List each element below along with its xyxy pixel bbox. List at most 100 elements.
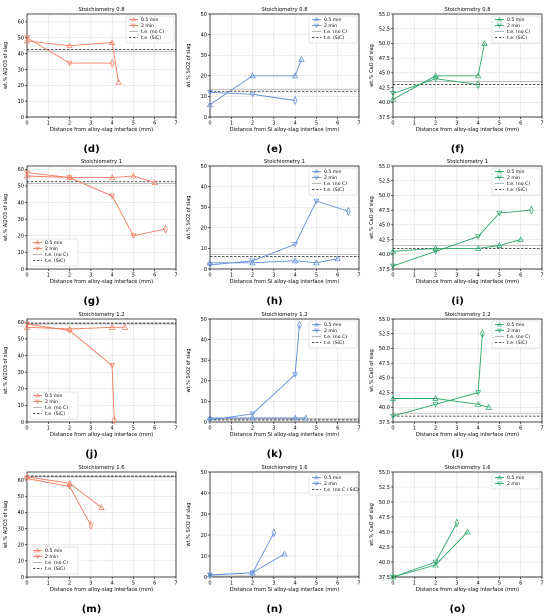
data-point [23, 323, 31, 330]
chart-panel: Stoichiometry 1 0 1 2 3 4 5 6 7 0 10 20 30 40 50 Distan… [186, 159, 361, 307]
legend-label: 0.5 min [324, 17, 342, 23]
x-axis-label: Distance from alloy-slag interface (mm) [50, 587, 153, 593]
legend-marker [497, 169, 502, 174]
y-tick-label: 50 [18, 337, 24, 343]
x-tick-label: 1 [230, 273, 233, 279]
legend-label: 2 min [324, 328, 337, 334]
chart-title: Stoichiometry 0.8 [444, 7, 490, 13]
data-point [207, 262, 213, 269]
data-point [115, 78, 122, 85]
data-point [249, 411, 256, 417]
y-axis-label: wt.% CaO of slag [369, 196, 375, 239]
data-point [24, 170, 30, 176]
x-tick-label: 1 [413, 121, 416, 127]
y-tick-label: 42.5 [379, 390, 390, 396]
y-axis-label: wt.% Al2O3 of slag [3, 347, 9, 394]
data-point [313, 198, 320, 205]
data-point [346, 206, 351, 216]
legend-label: t.e. (SiC) [324, 35, 344, 41]
chart-title: Stoichiometry 0.8 [261, 7, 307, 13]
x-tick-label: 6 [153, 426, 156, 432]
x-tick-label: 4 [294, 121, 297, 127]
x-tick-label: 1 [47, 426, 50, 432]
x-tick-label: 0 [25, 121, 28, 127]
y-tick-label: 20 [201, 533, 207, 539]
x-tick-label: 2 [434, 273, 437, 279]
data-point [481, 40, 488, 46]
x-tick-label: 4 [294, 273, 297, 279]
legend-marker [314, 17, 319, 22]
y-tick-label: 30 [18, 217, 24, 223]
x-tick-label: 4 [111, 581, 114, 587]
x-tick-label: 3 [89, 121, 92, 127]
legend-label: 2 min [324, 175, 337, 181]
x-tick-label: 1 [230, 121, 233, 127]
legend-label: t.e. (no C / SiC) [324, 487, 359, 493]
chart-panel: Stoichiometry 1.2 0 1 2 3 4 5 6 7 37.5 40.0 42.5 45.… [369, 312, 544, 460]
y-tick-label: 0 [204, 575, 207, 581]
data-point [206, 414, 214, 421]
series-line [26, 37, 113, 64]
data-point [249, 258, 256, 264]
legend-marker [35, 246, 40, 251]
y-tick-label: 55.0 [379, 164, 390, 170]
y-tick-label: 37.5 [379, 575, 390, 581]
x-tick-label: 3 [455, 581, 458, 587]
series-line [210, 258, 338, 264]
x-tick-label: 6 [336, 273, 339, 279]
data-point [249, 259, 256, 266]
y-tick-label: 40 [18, 51, 24, 57]
panel-caption: (o) [449, 604, 465, 615]
legend-label: t.e. (no C) [324, 29, 347, 35]
y-tick-label: 42.5 [379, 545, 390, 551]
series-line [209, 59, 302, 105]
plot-frame [209, 318, 360, 423]
legend-marker [314, 169, 319, 174]
data-point [271, 528, 277, 538]
x-axis-label: Distance from alloy-slag interface (mm) [416, 432, 519, 438]
data-point [298, 55, 305, 62]
x-tick-label: 5 [315, 426, 318, 432]
legend-box [491, 15, 541, 44]
chart-title: Stoichiometry 1.6 [444, 465, 490, 471]
plot-frame [392, 471, 543, 578]
y-tick-label: 60 [18, 320, 24, 326]
series-line [26, 476, 102, 508]
x-tick-label: 7 [540, 273, 543, 279]
x-tick-label: 3 [272, 121, 275, 127]
data-point [390, 263, 396, 270]
legend-label: t.e. (no C) [507, 334, 530, 340]
x-axis-label: Distance from Si alloy-slag interface (m… [230, 279, 340, 285]
series-line [26, 40, 119, 83]
y-tick-label: 20 [18, 542, 24, 548]
chart-panel: Stoichiometry 1.6 0 1 2 3 4 5 6 7 0 10 20 30 40 50 60 Di… [3, 465, 178, 615]
chart-title: Stoichiometry 1.2 [444, 312, 490, 318]
x-tick-label: 3 [89, 273, 92, 279]
legend-label: 0.5 min [45, 240, 63, 246]
x-tick-label: 0 [208, 121, 211, 127]
legend-label: 2 min [141, 23, 154, 29]
data-point [24, 476, 30, 482]
legend-marker [35, 399, 40, 404]
chart-panel: Stoichiometry 1 0 1 2 3 4 5 6 7 0 10 20 30 40 50 60 Dist… [3, 159, 178, 307]
x-tick-label: 1 [413, 426, 416, 432]
data-point [130, 233, 137, 239]
data-point [302, 414, 309, 421]
series-line [209, 553, 285, 576]
y-tick-label: 37.5 [379, 267, 390, 273]
y-tick-label: 10 [18, 99, 24, 105]
data-point [109, 363, 116, 369]
legend-marker [497, 322, 502, 327]
series-line [209, 325, 300, 421]
data-point [517, 236, 524, 243]
y-tick-label: 0 [21, 420, 24, 426]
plot-frame [392, 165, 543, 270]
x-tick-label: 5 [315, 273, 318, 279]
y-tick-label: 10 [201, 246, 207, 252]
y-tick-label: 0 [21, 267, 24, 273]
